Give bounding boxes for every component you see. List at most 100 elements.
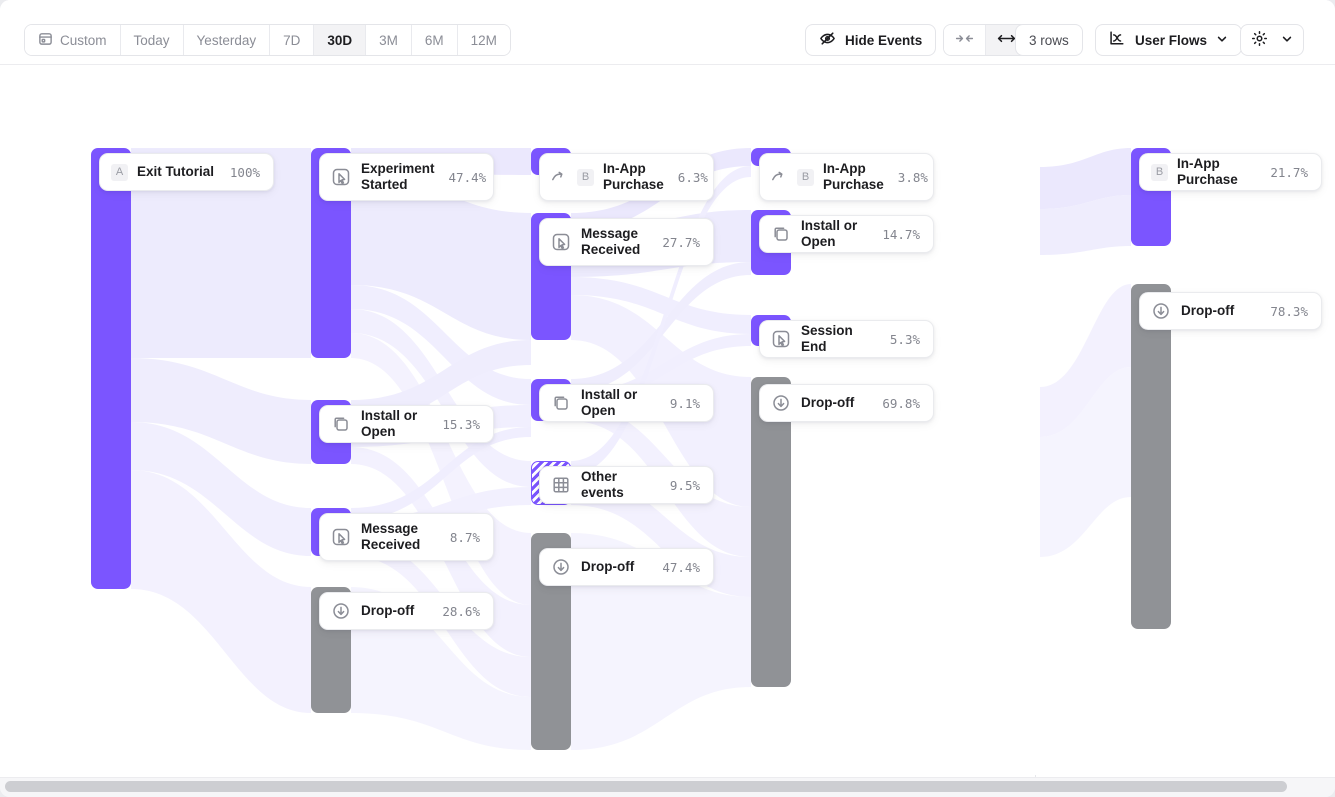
fit-width-segmented-control[interactable] — [943, 24, 1028, 56]
click-icon — [331, 527, 351, 547]
node-card-message-received[interactable]: Message Received 27.7% — [539, 218, 714, 266]
node-bar[interactable] — [1131, 284, 1171, 629]
node-percent: 14.7% — [882, 226, 920, 242]
node-percent: 6.3% — [677, 169, 708, 185]
node-tag: A — [111, 163, 128, 181]
node-card-install-or-open[interactable]: Install or Open 14.7% — [759, 215, 934, 253]
hide-events-button[interactable]: Hide Events — [805, 24, 937, 56]
node-card-message-received[interactable]: Message Received 8.7% — [319, 513, 494, 561]
gear-icon — [1251, 30, 1268, 50]
copy-icon — [551, 393, 571, 413]
toolbar: Custom Today Yesterday 7D 30D 3M 6M 12M … — [0, 0, 1335, 65]
node-label: In-App Purchase — [1177, 156, 1238, 187]
chevron-down-icon — [1216, 33, 1228, 48]
dropoff-icon — [551, 557, 571, 577]
node-label: Message Received — [361, 521, 421, 552]
node-percent: 21.7% — [1270, 164, 1308, 180]
settings-dropdown[interactable] — [1240, 24, 1304, 56]
range-today[interactable]: Today — [120, 25, 184, 55]
dropoff-icon — [771, 393, 791, 413]
horizontal-scrollbar-thumb[interactable] — [5, 781, 1287, 792]
node-label: Drop-off — [581, 559, 635, 574]
node-bar[interactable] — [751, 377, 791, 687]
node-percent: 15.3% — [442, 416, 480, 432]
node-percent: 3.8% — [897, 169, 928, 185]
node-card-other-events[interactable]: Other events 9.5% — [539, 466, 714, 504]
node-percent: 9.5% — [669, 477, 700, 493]
range-3m[interactable]: 3M — [366, 25, 412, 55]
range-yesterday[interactable]: Yesterday — [183, 25, 271, 55]
node-card-drop-off-final[interactable]: Drop-off 78.3% — [1139, 292, 1322, 330]
range-12m[interactable]: 12M — [457, 25, 510, 55]
dropoff-icon — [1151, 301, 1171, 321]
node-card-drop-off[interactable]: Drop-off 47.4% — [539, 548, 714, 586]
node-label: Other events — [581, 469, 624, 500]
range-6m[interactable]: 6M — [411, 25, 458, 55]
node-percent: 28.6% — [442, 603, 480, 619]
rows-button[interactable]: 3 rows — [1015, 24, 1083, 56]
node-bar[interactable] — [91, 148, 131, 589]
range-3m-label: 3M — [379, 32, 398, 48]
copy-icon — [331, 414, 351, 434]
node-percent: 8.7% — [449, 529, 480, 545]
hide-events-label: Hide Events — [845, 32, 923, 48]
node-label: In-App Purchase — [603, 161, 664, 192]
node-percent: 78.3% — [1270, 303, 1308, 319]
node-label: Drop-off — [801, 395, 855, 410]
click-icon — [551, 232, 571, 252]
node-card-experiment-started[interactable]: Experiment Started 47.4% — [319, 153, 494, 201]
sankey-canvas: A Exit Tutorial 100% Experiment Started … — [0, 137, 1335, 775]
node-label: Drop-off — [361, 603, 415, 618]
range-custom[interactable]: Custom — [25, 25, 121, 55]
node-tag: B — [1151, 163, 1168, 181]
node-percent: 9.1% — [669, 395, 700, 411]
view-type-dropdown[interactable]: User Flows — [1095, 24, 1243, 56]
node-label: Session End — [801, 323, 853, 354]
node-label: Drop-off — [1181, 303, 1235, 318]
node-percent: 47.4% — [662, 559, 700, 575]
node-card-drop-off[interactable]: Drop-off 69.8% — [759, 384, 934, 422]
node-percent: 69.8% — [882, 395, 920, 411]
range-30d-label: 30D — [327, 32, 353, 48]
curve-arrow-icon — [551, 169, 567, 185]
node-card-exit-tutorial[interactable]: A Exit Tutorial 100% — [99, 153, 274, 191]
range-7d[interactable]: 7D — [270, 25, 315, 55]
eye-off-icon — [819, 30, 836, 50]
node-label: In-App Purchase — [823, 161, 884, 192]
node-card-drop-off[interactable]: Drop-off 28.6% — [319, 592, 494, 630]
node-card-in-app-purchase[interactable]: B In-App Purchase 3.8% — [759, 153, 934, 201]
flow-chart-icon — [1109, 30, 1126, 50]
range-yesterday-label: Yesterday — [196, 32, 257, 48]
grid-icon — [551, 475, 571, 495]
range-custom-label: Custom — [60, 32, 107, 48]
date-range-segmented-control[interactable]: Custom Today Yesterday 7D 30D 3M 6M 12M — [24, 24, 511, 56]
node-label: Message Received — [581, 226, 641, 257]
range-30d[interactable]: 30D — [314, 25, 367, 55]
collapse-horizontal-icon — [955, 32, 974, 48]
node-tag: B — [797, 168, 814, 186]
expand-horizontal-icon — [997, 32, 1016, 48]
node-card-session-end[interactable]: Session End 5.3% — [759, 320, 934, 358]
node-card-in-app-purchase-final[interactable]: B In-App Purchase 21.7% — [1139, 153, 1322, 191]
node-percent: 100% — [229, 164, 260, 180]
calendar-icon — [38, 31, 53, 49]
rows-label: 3 rows — [1029, 32, 1069, 48]
range-12m-label: 12M — [470, 32, 497, 48]
node-card-install-or-open[interactable]: Install or Open 15.3% — [319, 405, 494, 443]
node-tag: B — [577, 168, 594, 186]
node-card-install-or-open[interactable]: Install or Open 9.1% — [539, 384, 714, 422]
view-type-label: User Flows — [1135, 32, 1208, 48]
copy-icon — [771, 224, 791, 244]
range-6m-label: 6M — [424, 32, 444, 48]
node-label: Experiment Started — [361, 161, 435, 192]
collapse-button[interactable] — [944, 25, 986, 55]
step-bar: A Exit Tutorial ≈ B In-App Purchase — [0, 65, 1335, 797]
node-label: Install or Open — [361, 408, 418, 439]
curve-arrow-icon — [771, 169, 787, 185]
node-card-in-app-purchase[interactable]: B In-App Purchase 6.3% — [539, 153, 714, 201]
dropoff-icon — [331, 601, 351, 621]
node-label: Exit Tutorial — [137, 164, 215, 179]
node-percent: 47.4% — [448, 169, 487, 185]
range-today-label: Today — [133, 32, 170, 48]
